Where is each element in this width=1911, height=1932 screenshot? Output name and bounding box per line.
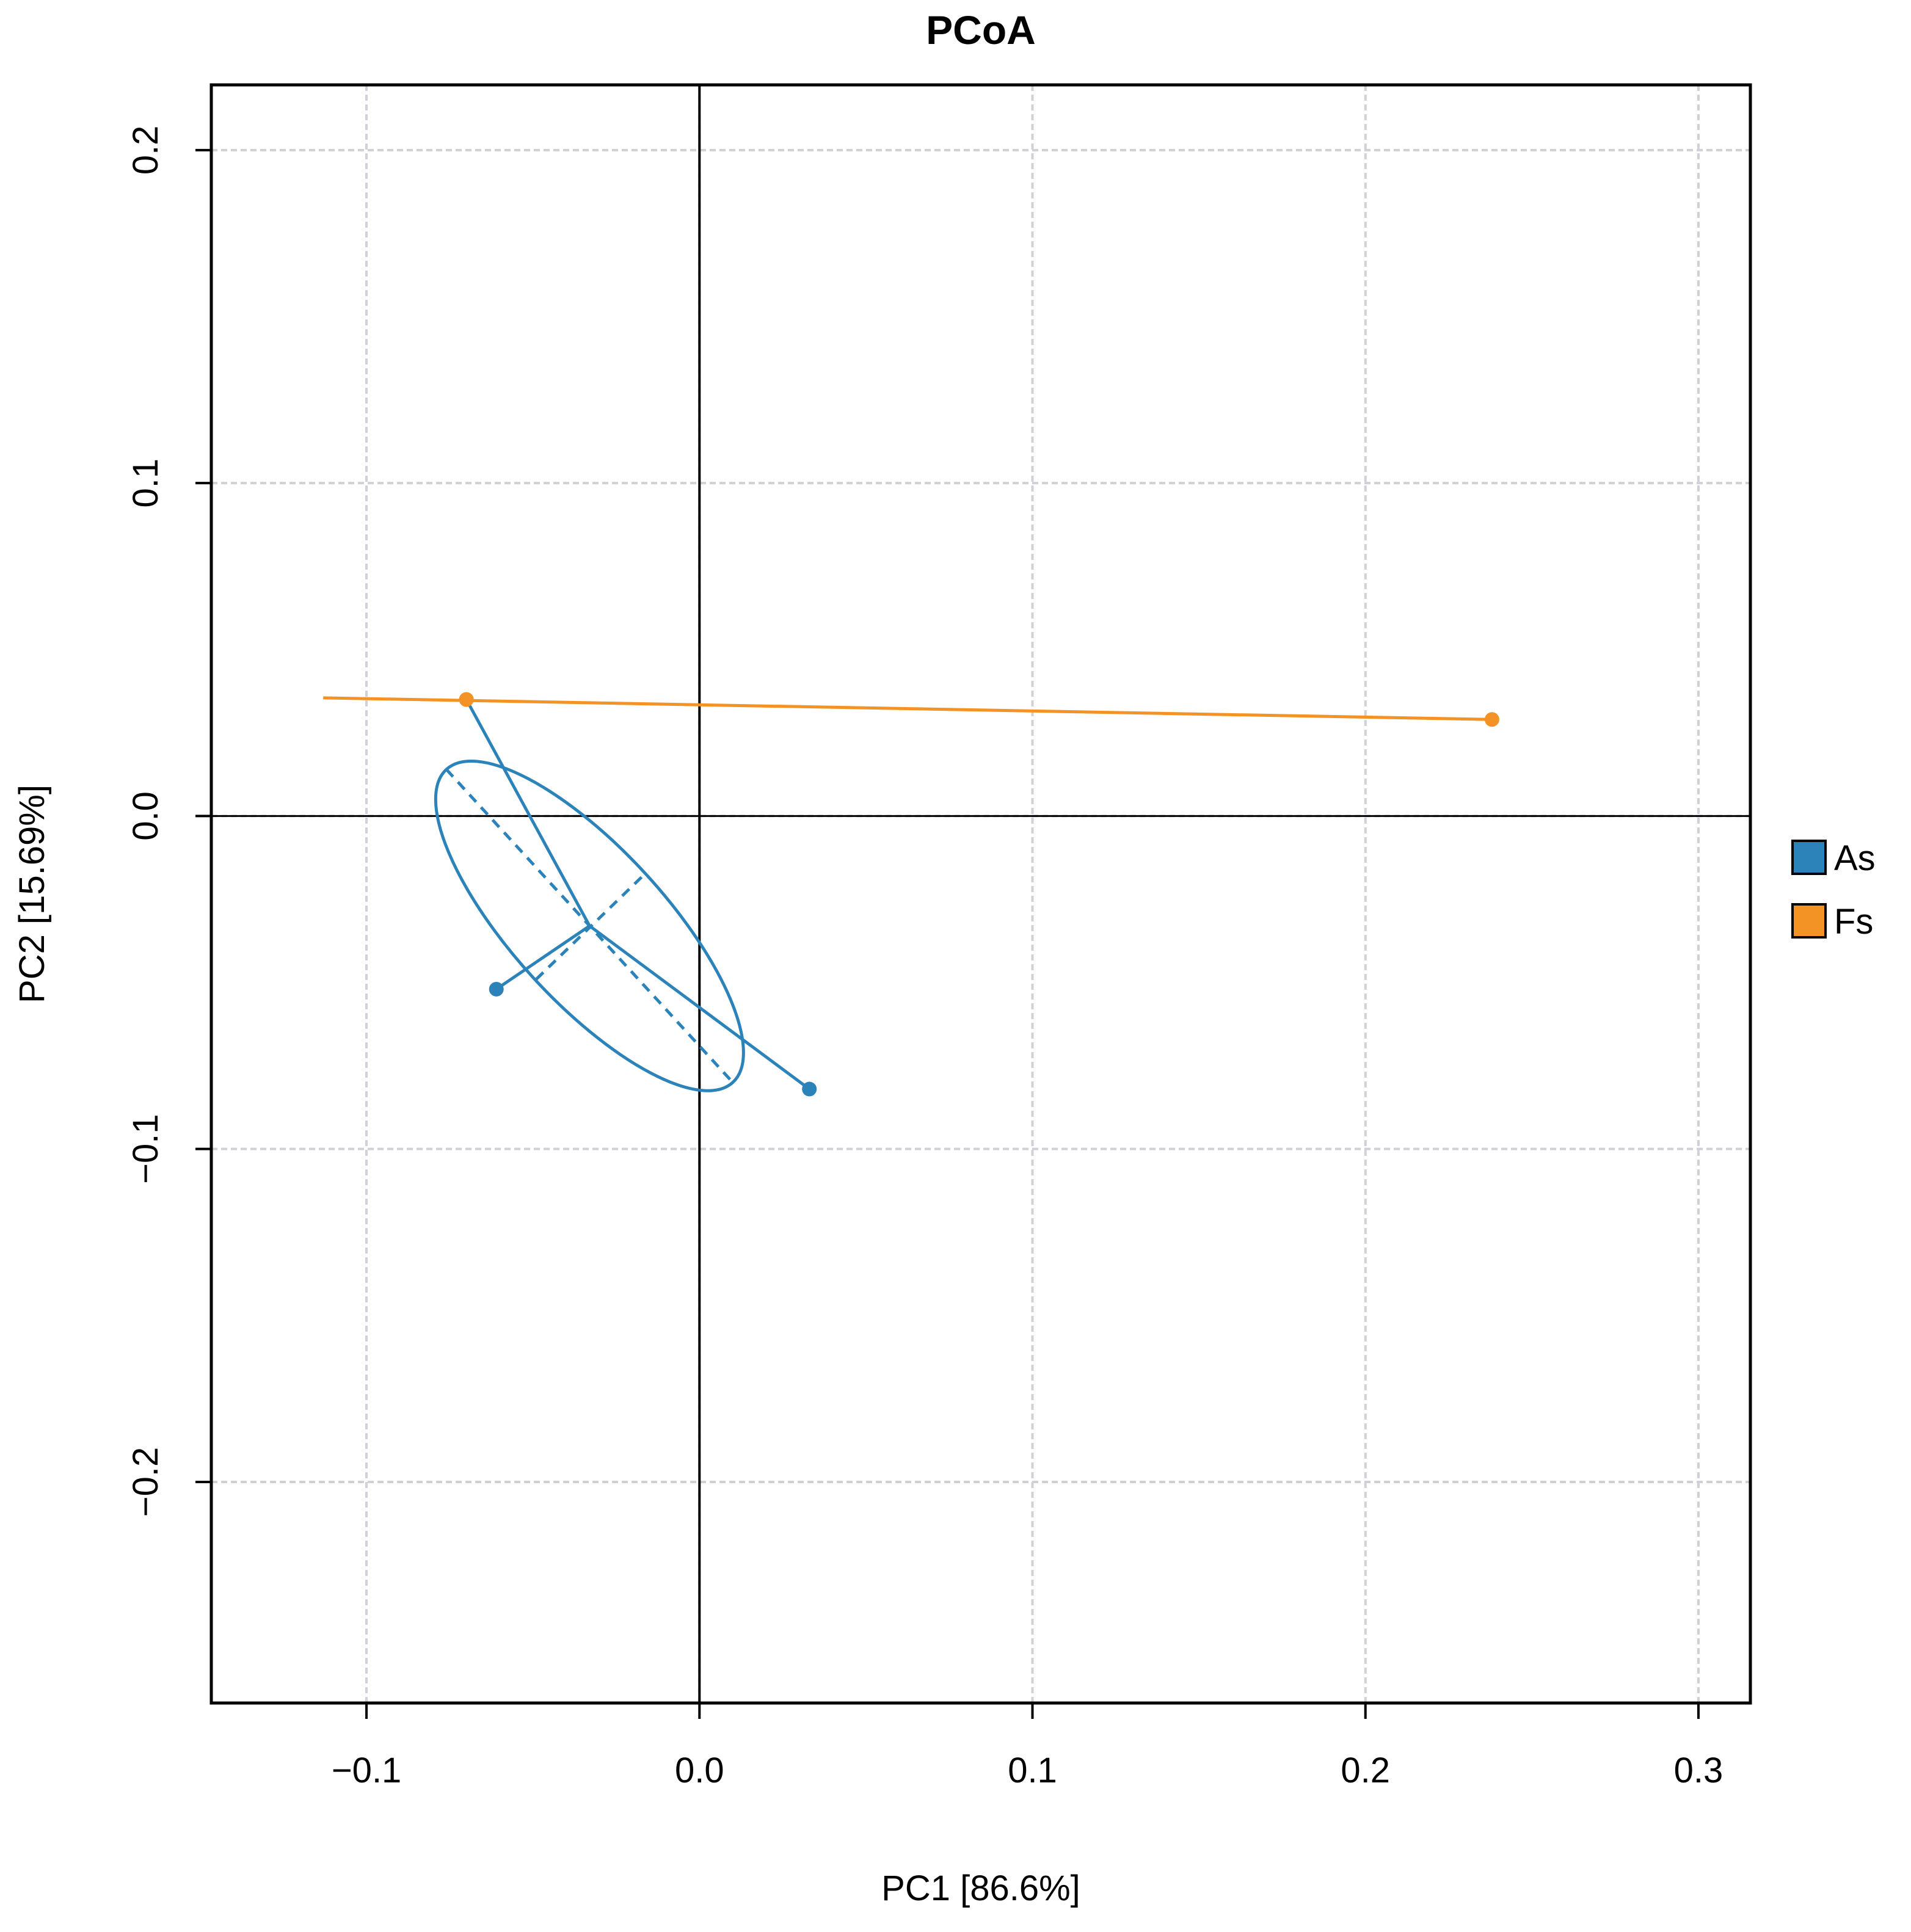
y-tick-label: 0.0 xyxy=(126,791,166,841)
x-tick-label: −0.1 xyxy=(332,1751,402,1790)
legend-label: Fs xyxy=(1834,902,1873,942)
data-point xyxy=(1484,712,1499,727)
y-tick-label: 0.1 xyxy=(126,459,166,508)
x-tick-label: 0.3 xyxy=(1674,1751,1724,1790)
y-tick-label: −0.1 xyxy=(126,1114,166,1184)
legend-label: As xyxy=(1834,838,1876,878)
centroid-spoke xyxy=(465,699,591,927)
legend-swatch xyxy=(1791,903,1827,939)
x-tick-label: 0.0 xyxy=(675,1751,724,1790)
plot-frame xyxy=(209,83,1752,1705)
centroid-spoke xyxy=(495,924,591,991)
chart-title: PCoA xyxy=(926,7,1036,53)
legend-swatch xyxy=(1791,840,1827,875)
data-point xyxy=(489,981,504,997)
centroid-spoke xyxy=(588,924,810,1091)
x-axis: −0.1 0.0 0.1 0.2 0.3 xyxy=(332,1703,1723,1790)
y-tick-label: −0.2 xyxy=(126,1447,166,1517)
x-axis-label: PC1 [86.6%] xyxy=(881,1868,1080,1908)
x-tick-label: 0.2 xyxy=(1341,1751,1390,1790)
data-point xyxy=(459,692,474,707)
series-fs xyxy=(323,692,1499,727)
y-axis-label: PC2 [15.69%] xyxy=(12,785,52,1003)
legend: As Fs xyxy=(1791,838,1876,942)
reference-lines xyxy=(211,85,1750,1703)
series-as xyxy=(434,692,817,1097)
y-tick-label: 0.2 xyxy=(126,126,166,175)
series-segment xyxy=(323,696,1492,721)
x-tick-label: 0.1 xyxy=(1008,1751,1057,1790)
y-axis: −0.2 −0.1 0.0 0.1 0.2 xyxy=(126,126,211,1517)
grid-lines xyxy=(211,85,1750,1703)
series-layer xyxy=(323,692,1499,1097)
data-point xyxy=(802,1081,817,1097)
